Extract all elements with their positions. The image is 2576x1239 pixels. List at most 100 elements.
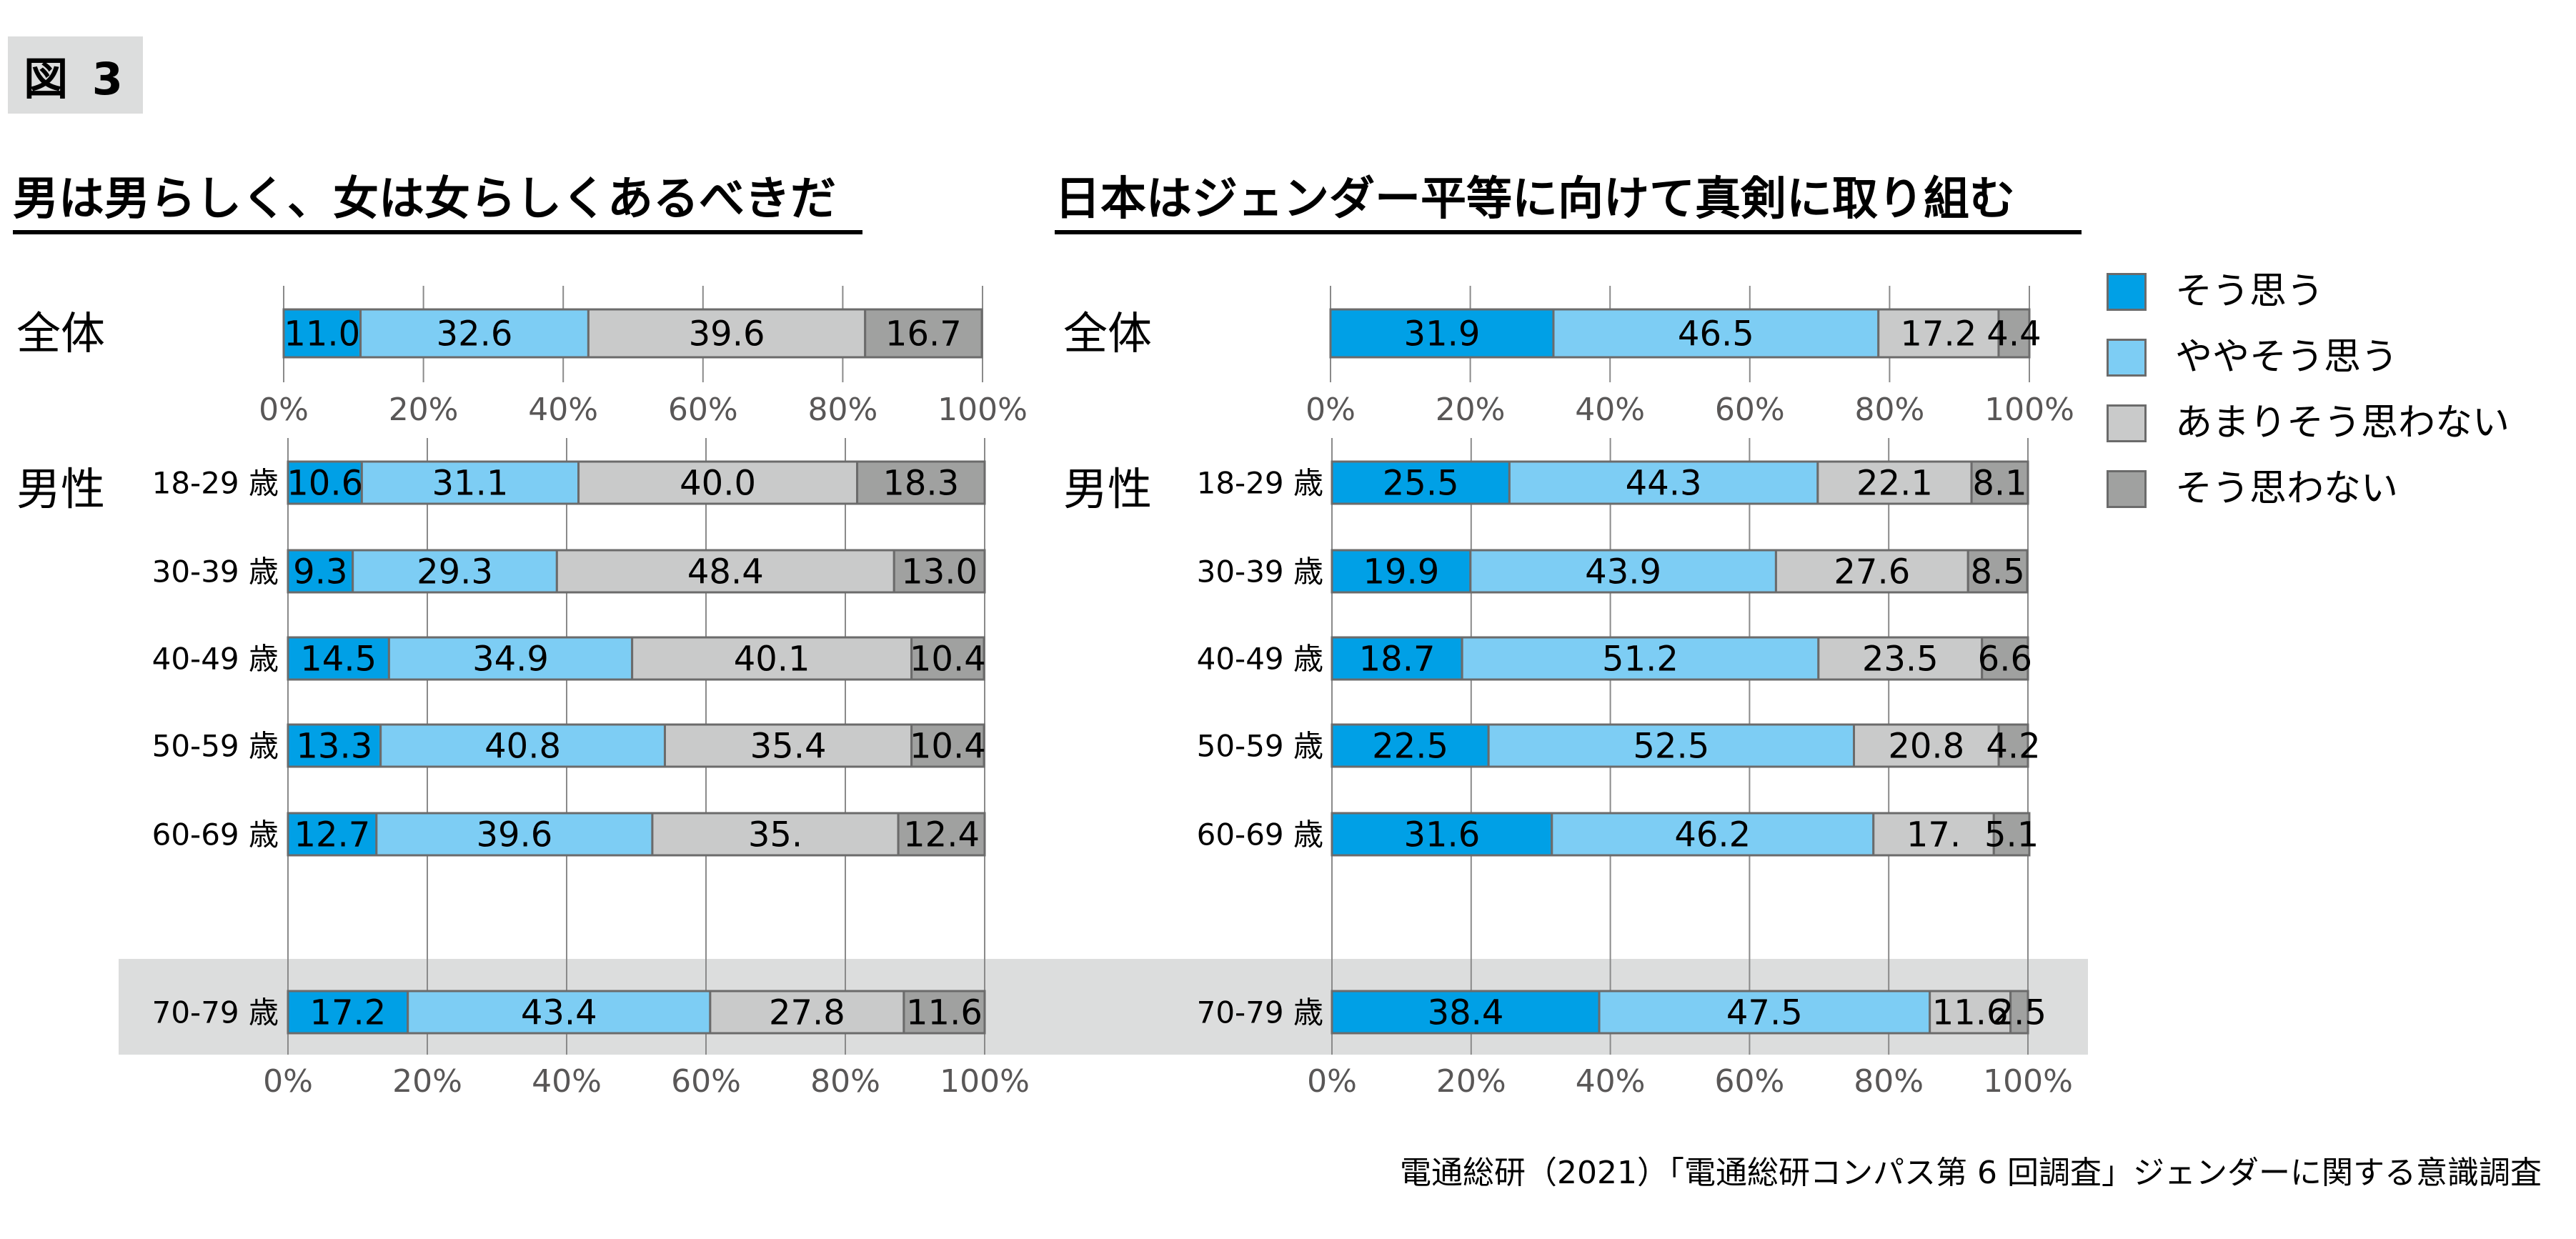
data-label: 2.5 <box>1992 993 2047 1033</box>
bar-segment <box>1997 723 2029 768</box>
bar-segment <box>1551 812 1875 857</box>
data-label: 35.4 <box>750 727 827 767</box>
bar-segment <box>856 460 986 505</box>
data-label: 25.5 <box>1383 464 1459 504</box>
group-label-overall-left: 全体 <box>16 307 106 359</box>
gridlines-male: 0% 20% 40% 60% 80% 100% <box>263 438 1030 1100</box>
legend-label: ややそう思う <box>2175 336 2399 379</box>
data-label: 6.6 <box>1978 640 2032 680</box>
bar-segment <box>379 723 666 768</box>
data-label: 48.4 <box>687 552 764 592</box>
legend: そう思う ややそう思う あまりそう思わない そう思わない <box>2107 272 2510 535</box>
bar-row-male-60-69: 12.7 39.6 35. 12.4 60-69 歳 <box>152 812 986 857</box>
category-label: 30-39 歳 <box>1197 554 1323 589</box>
data-label: 34.9 <box>472 640 549 680</box>
x-tick-label: 0% <box>1307 1063 1357 1100</box>
data-label: 44.3 <box>1626 464 1702 504</box>
bar-segment <box>1816 460 1973 505</box>
source-citation: 電通総研（2021）「電通総研コンパス第 6 回調査」ジェンダーに関する意識調査 <box>1400 1155 2542 1191</box>
bar-row-male-18-29: 25.5 44.3 22.1 8.1 18-29 歳 <box>1197 460 2029 505</box>
bar-segment <box>651 812 900 857</box>
data-label: 12.7 <box>294 815 370 855</box>
category-label: 70-79 歳 <box>1197 995 1323 1030</box>
bar-segment <box>359 308 590 359</box>
x-tick-label: 60% <box>1715 392 1785 428</box>
legend-item-somewhat-disagree: あまりそう思わない <box>2107 404 2510 443</box>
bar-row-male-70-79: 17.2 43.4 27.8 11.6 70-79 歳 <box>152 990 986 1035</box>
bar-row-overall: 11.0 32.6 39.6 16.7 <box>282 308 983 359</box>
data-label: 23.5 <box>1862 640 1939 680</box>
bar-segment <box>1997 308 2031 359</box>
bar-segment <box>282 308 362 359</box>
legend-label: あまりそう思わない <box>2175 402 2510 444</box>
bar-segment <box>910 723 985 768</box>
bar-segment <box>1552 308 1880 359</box>
data-label: 17.2 <box>309 993 386 1033</box>
data-label: 10.4 <box>910 640 986 680</box>
data-label: 39.6 <box>476 815 552 855</box>
category-label: 50-59 歳 <box>1197 729 1323 764</box>
data-label: 10.6 <box>287 464 363 504</box>
data-label: 29.3 <box>417 552 493 592</box>
data-label: 39.6 <box>689 314 765 354</box>
data-label: 35. <box>748 815 802 855</box>
x-tick-label: 60% <box>668 392 738 428</box>
bar-row-male-40-49: 18.7 51.2 23.5 6.6 40-49 歳 <box>1197 636 2032 681</box>
x-tick-label: 80% <box>1855 392 1925 428</box>
data-label: 11.6 <box>906 993 983 1033</box>
x-tick-label: 20% <box>392 1063 462 1100</box>
chart-title-right: 日本はジェンダー平等に向けて真剣に取り組む <box>1055 169 2082 234</box>
bar-segment <box>352 549 558 594</box>
chart-panel-right: 0% 20% 40% 60% 80% 100% 31.9 46.5 17.2 4.4 0% 20% 40… <box>1197 286 2074 1100</box>
group-label-overall-right: 全体 <box>1063 307 1153 359</box>
data-label: 19.9 <box>1363 552 1439 592</box>
category-label: 30-39 歳 <box>152 554 279 589</box>
data-label: 14.5 <box>300 640 377 680</box>
data-label: 31.9 <box>1404 314 1481 354</box>
bar-segment <box>709 990 905 1035</box>
data-label: 46.5 <box>1678 314 1754 354</box>
data-label: 11.0 <box>284 314 360 354</box>
bar-segment <box>287 636 390 681</box>
bar-segment <box>1598 990 1931 1035</box>
data-label: 43.4 <box>521 993 597 1033</box>
data-label: 46.2 <box>1674 815 1751 855</box>
bar-segment <box>1877 308 2000 359</box>
bar-row-male-30-39: 19.9 43.9 27.6 8.5 30-39 歳 <box>1197 549 2029 594</box>
legend-label: そう思う <box>2175 270 2324 313</box>
data-label: 17.2 <box>1900 314 1976 354</box>
data-label: 5.1 <box>1984 815 2039 855</box>
x-tick-label: 20% <box>1436 392 1506 428</box>
figure-label: 図 3 <box>8 36 143 114</box>
chart-panel-left: 0% 20% 40% 60% 80% 100% 11.0 32.6 39.6 16.7 0% 20% 4… <box>152 286 1030 1100</box>
data-label: 13.0 <box>901 552 978 592</box>
bar-segment <box>1853 723 2000 768</box>
bar-segment <box>1331 636 1463 681</box>
data-label: 40.1 <box>734 640 810 680</box>
bar-row-male-40-49: 14.5 34.9 40.1 10.4 40-49 歳 <box>152 636 986 681</box>
x-tick-label: 60% <box>671 1063 741 1100</box>
data-label: 13.3 <box>296 727 372 767</box>
x-tick-label: 0% <box>263 1063 313 1100</box>
data-label: 31.6 <box>1403 815 1480 855</box>
x-tick-label: 80% <box>810 1063 880 1100</box>
category-label: 60-69 歳 <box>152 817 279 852</box>
bar-segment <box>1331 812 1553 857</box>
x-tick-label: 20% <box>1436 1063 1506 1100</box>
bar-row-male-50-59: 13.3 40.8 35.4 10.4 50-59 歳 <box>152 723 986 768</box>
x-tick-label: 100% <box>940 1063 1030 1100</box>
bar-segment <box>897 812 986 857</box>
category-label: 40-49 歳 <box>152 642 279 677</box>
group-label-male-left: 男性 <box>16 463 106 515</box>
data-label: 18.3 <box>882 464 959 504</box>
legend-swatch-somewhat-agree <box>2107 339 2147 377</box>
data-label: 40.0 <box>680 464 756 504</box>
data-label: 47.5 <box>1726 993 1803 1033</box>
data-label: 16.7 <box>885 314 962 354</box>
data-label: 10.4 <box>910 727 986 767</box>
data-label: 8.5 <box>1970 552 2024 592</box>
data-label: 43.9 <box>1585 552 1661 592</box>
x-tick-label: 20% <box>389 392 459 428</box>
bar-segment <box>892 549 986 594</box>
